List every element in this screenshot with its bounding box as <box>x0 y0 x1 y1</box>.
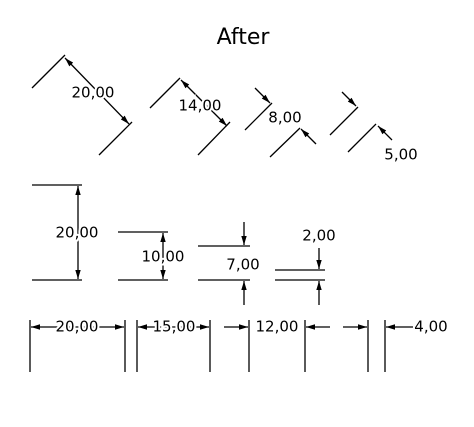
dimension-label: 4,00 <box>414 318 447 336</box>
extension-line <box>98 121 133 156</box>
dimension-label: 5,00 <box>384 146 417 164</box>
extension-line <box>269 127 301 158</box>
extension-line <box>197 121 231 156</box>
dimension-line <box>377 125 393 141</box>
extension-line <box>31 54 66 89</box>
dimension-line <box>254 87 271 104</box>
dimension-label: 15,00 <box>153 318 196 336</box>
extension-line <box>244 102 273 131</box>
dimension-line <box>300 128 317 145</box>
dimension-label: 10,00 <box>142 248 185 266</box>
dimension-line <box>180 79 228 127</box>
dimension-line <box>341 91 357 107</box>
dimension-label: 12,00 <box>256 318 299 336</box>
extension-line <box>149 77 181 109</box>
extension-line <box>347 123 377 153</box>
dimension-label: 20,00 <box>56 318 99 336</box>
dimension-label: 2,00 <box>302 227 335 245</box>
title: After <box>217 25 271 50</box>
dimension-label: 20,00 <box>56 224 99 242</box>
dimension-line <box>64 57 130 125</box>
extension-line <box>329 106 359 136</box>
dimension-label: 20,00 <box>72 84 115 102</box>
dimension-label: 7,00 <box>226 256 259 274</box>
dimension-label: 14,00 <box>179 97 222 115</box>
dimension-label: 8,00 <box>268 109 301 127</box>
